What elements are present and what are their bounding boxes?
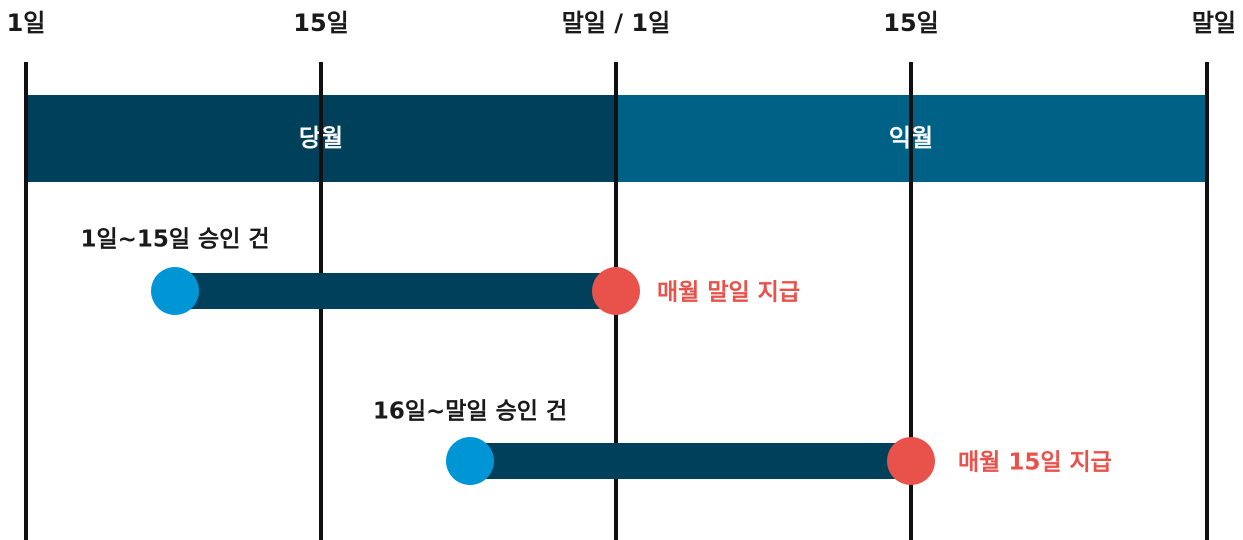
timeline-tick: 15일 xyxy=(293,9,348,37)
payout-dot xyxy=(887,437,935,485)
payout-label: 매월 15일 지급 xyxy=(958,450,1112,476)
timeline-tick: 15일 xyxy=(883,9,938,37)
payout-dot xyxy=(592,267,640,315)
payout-label: 매월 말일 지급 xyxy=(657,280,800,306)
timeline-tick: 1일 xyxy=(7,9,46,37)
timeline-tick: 말일 / 1일 xyxy=(562,9,670,37)
start-dot xyxy=(151,267,199,315)
schedule-bar xyxy=(175,273,616,309)
start-dot xyxy=(446,437,494,485)
schedule-label: 16일~말일 승인 건 xyxy=(373,399,567,425)
schedule-label: 1일~15일 승인 건 xyxy=(80,227,269,253)
timeline-tick: 말일 xyxy=(1192,9,1236,37)
schedule-bar xyxy=(470,443,911,479)
